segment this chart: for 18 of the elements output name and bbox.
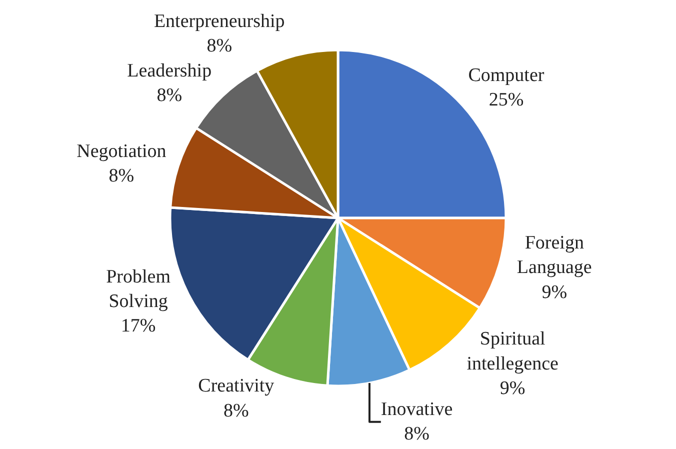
data-label: 9% <box>542 282 568 303</box>
data-label: 8% <box>404 424 430 445</box>
slice-label: Problem Solving <box>106 266 171 312</box>
data-label: 8% <box>156 85 182 106</box>
data-label: 25% <box>488 90 524 111</box>
data-label: 17% <box>120 316 156 337</box>
slice-label: Spiritual intellegence <box>466 328 558 374</box>
data-label: 8% <box>224 400 250 422</box>
slice-label: Creativity <box>198 376 275 397</box>
slice-label: Computer <box>468 64 545 86</box>
slice-label: Foreign Language <box>516 232 592 278</box>
data-label: 8% <box>108 166 134 187</box>
data-label: 9% <box>500 378 526 400</box>
slice-label: Leadership <box>127 60 212 82</box>
slice-label: Inovative <box>380 399 453 420</box>
data-label: 8% <box>206 36 232 57</box>
slice-label: Negotiation <box>76 141 167 162</box>
slice-label: Enterpreneurship <box>154 10 285 32</box>
